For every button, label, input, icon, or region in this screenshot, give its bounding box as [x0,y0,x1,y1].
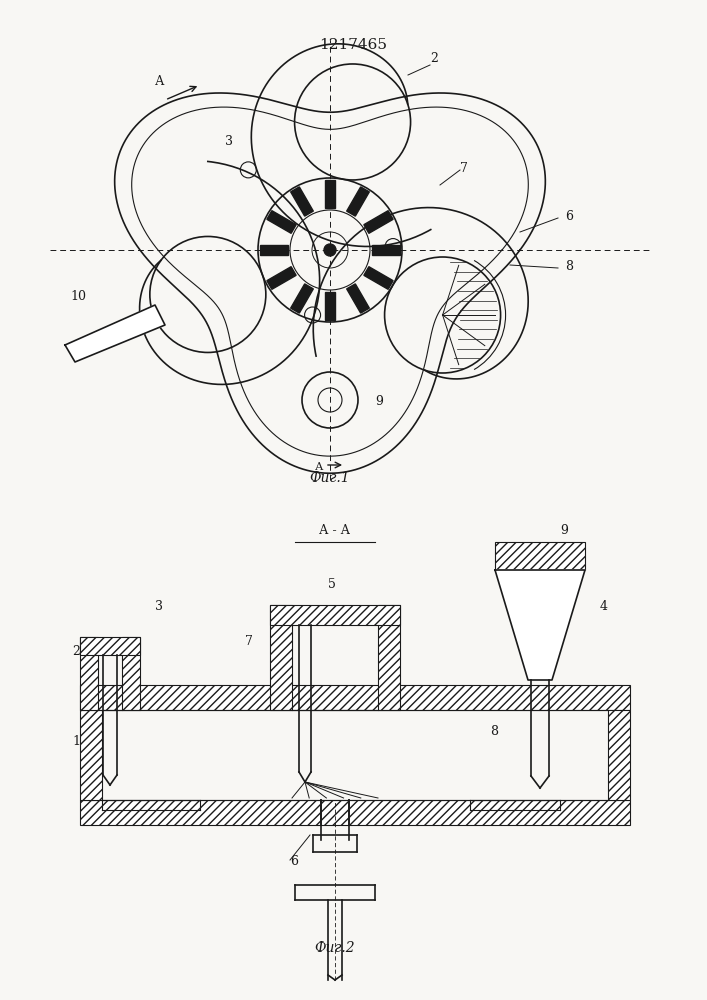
Bar [80,637,140,655]
Bar [378,605,400,710]
Bar [270,605,292,710]
Text: Фиг.2: Фиг.2 [315,941,356,955]
Polygon shape [495,570,585,680]
Text: А: А [315,462,323,472]
Bar [608,710,630,800]
Bar [80,710,102,800]
Text: 8: 8 [490,725,498,738]
Text: 4: 4 [600,600,608,613]
Polygon shape [291,187,313,216]
Polygon shape [325,292,335,320]
Text: А: А [155,75,165,88]
Text: 3: 3 [225,135,233,148]
Polygon shape [346,187,369,216]
Text: 6: 6 [290,855,298,868]
Text: 8: 8 [565,260,573,273]
Text: 9: 9 [375,395,383,408]
Text: 7: 7 [460,162,468,175]
Polygon shape [325,180,335,208]
Polygon shape [291,284,313,313]
Text: 10: 10 [70,290,86,303]
Polygon shape [267,267,296,289]
Text: 9: 9 [560,524,568,537]
Text: Фиг.1: Фиг.1 [310,471,350,485]
Bar [80,800,630,825]
Polygon shape [364,211,393,233]
Text: 2: 2 [72,645,80,658]
Polygon shape [267,211,296,233]
Text: 5: 5 [328,578,336,591]
Bar [122,637,140,710]
Bar [270,605,400,625]
Polygon shape [346,284,369,313]
Polygon shape [364,267,393,289]
Text: 2: 2 [430,52,438,65]
Bar [80,637,98,710]
Polygon shape [372,245,400,255]
Text: 7: 7 [245,635,253,648]
Text: А - А: А - А [320,524,351,537]
Text: 6: 6 [565,210,573,223]
Text: 3: 3 [155,600,163,613]
Text: 1217465: 1217465 [319,38,387,52]
Polygon shape [65,305,165,362]
Bar [495,542,585,570]
Bar [80,685,630,710]
Polygon shape [260,245,288,255]
Circle shape [324,244,336,256]
Text: 1: 1 [72,735,80,748]
